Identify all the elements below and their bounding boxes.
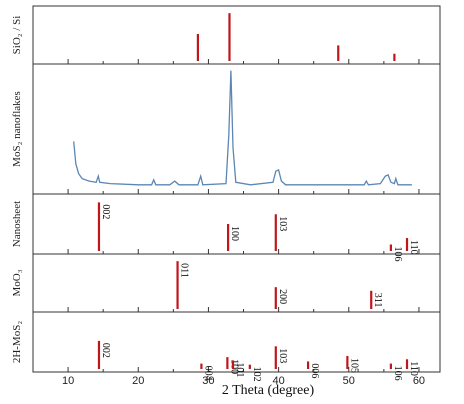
panel-label: 2H-MoS₂	[11, 321, 23, 364]
panel-label: MoS₂ nanoflakes	[11, 91, 23, 167]
peak-label: 103	[277, 348, 288, 363]
panel-frame	[32, 63, 441, 195]
xrd-curve	[73, 70, 412, 186]
peak-label: 110	[408, 361, 419, 376]
peak-label: 011	[179, 263, 190, 278]
panel-frame	[32, 193, 441, 255]
x-axis-label: 2 Theta (degree)	[222, 383, 315, 398]
peak-label: 006	[309, 363, 320, 378]
x-tick-label: 10	[62, 375, 74, 387]
x-tick-label: 30	[202, 375, 214, 387]
panel-moo3: MoO₃ 011 200 311	[11, 253, 441, 313]
x-tick-label: 60	[413, 375, 425, 387]
x-tick-label: 40	[272, 375, 284, 387]
panel-label: SiO₂ / Si	[11, 16, 23, 55]
peak-label: 110	[408, 240, 419, 255]
panels-layer: SiO₂ / Si MoS₂ nanoflakes Nanosheet 002 100 1…	[11, 5, 441, 382]
panel-frame	[32, 311, 441, 373]
peak-label: 100	[229, 226, 240, 241]
peak-label: 002	[100, 204, 111, 219]
x-tick-label: 20	[132, 375, 144, 387]
peak-label: 101	[234, 362, 245, 377]
panel-mos2-nanoflakes: MoS₂ nanoflakes	[11, 63, 441, 195]
peak-label: 102	[251, 367, 262, 382]
panel-label: Nanosheet	[11, 201, 23, 247]
x-tick-label: 50	[343, 375, 355, 387]
peak-label: 105	[348, 358, 359, 373]
peak-label: 002	[100, 343, 111, 358]
peak-label: 311	[372, 293, 383, 308]
peak-label: 103	[277, 216, 288, 231]
panel-sio2: SiO₂ / Si	[11, 5, 441, 65]
peak-label: 200	[277, 289, 288, 304]
panel-label: MoO₃	[11, 269, 23, 296]
panel-frame	[32, 5, 441, 65]
peak-label: 106	[392, 366, 403, 381]
x-axis: 10 20 30 40 50 60	[62, 375, 425, 387]
panel-2h-mos2: 2H-MoS₂002004100101102103006105106110	[11, 311, 441, 382]
peak-label: 004	[202, 366, 213, 381]
